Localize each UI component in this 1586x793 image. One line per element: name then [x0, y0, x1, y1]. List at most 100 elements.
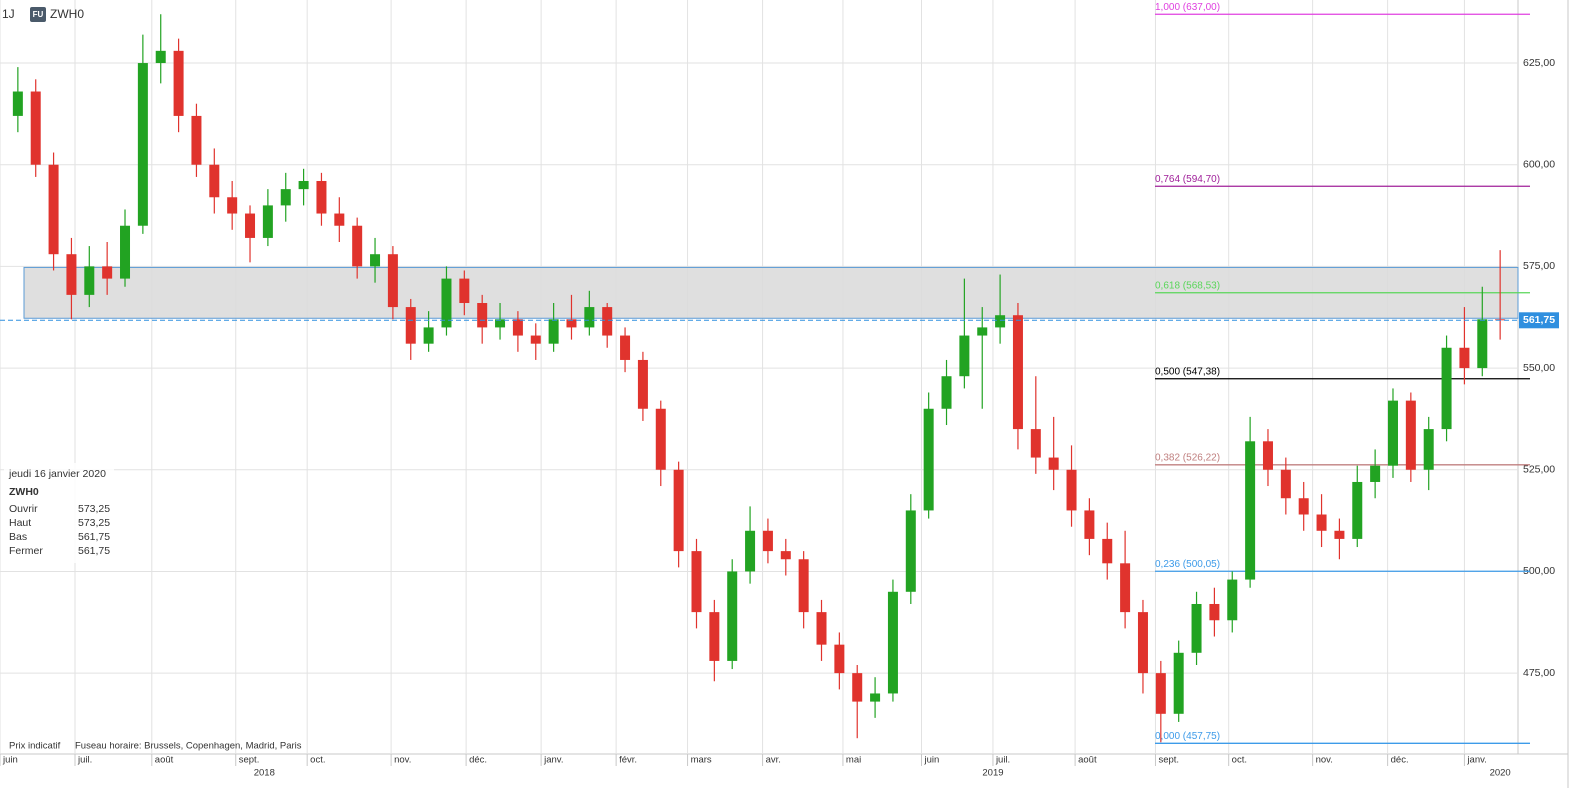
- candle-body: [566, 319, 577, 328]
- candle-body: [280, 189, 291, 206]
- candle-body: [887, 591, 898, 694]
- candle-body: [816, 612, 827, 645]
- x-tick-label: sept.: [1158, 755, 1179, 766]
- candle-body: [209, 164, 220, 198]
- candle-body: [316, 180, 327, 214]
- badge: FU: [33, 10, 44, 19]
- candle-body: [1066, 469, 1077, 511]
- candle-body: [941, 376, 952, 409]
- candle-body: [1298, 498, 1309, 515]
- y-tick-label: 575,00: [1523, 260, 1555, 272]
- x-tick-label: juil.: [995, 755, 1010, 766]
- candle-body: [620, 335, 631, 360]
- candle-body: [530, 335, 541, 344]
- x-tick-label: août: [1078, 755, 1097, 766]
- fib-label: 0,000 (457,75): [1155, 731, 1220, 742]
- candle-body: [1048, 457, 1059, 470]
- candle-body: [512, 319, 523, 336]
- candle-body: [1495, 319, 1506, 321]
- candle-body: [745, 530, 756, 572]
- candle-body: [12, 91, 23, 116]
- candle-body: [852, 673, 863, 702]
- candle-body: [834, 644, 845, 674]
- candle-body: [1137, 612, 1148, 674]
- grid: [0, 0, 1518, 754]
- candle-body: [370, 254, 381, 267]
- candle-body: [1316, 514, 1327, 531]
- candle-body: [120, 225, 131, 279]
- candle-body: [66, 254, 77, 295]
- x-tick-label: janv.: [543, 755, 563, 766]
- candle-body: [870, 693, 881, 702]
- candle-body: [1441, 347, 1452, 430]
- candle-body: [1405, 400, 1416, 470]
- candle-body: [334, 213, 345, 226]
- candle-body: [102, 266, 113, 279]
- fib-label: 0,764 (594,70): [1155, 174, 1220, 185]
- x-tick-label: juin: [2, 755, 18, 766]
- candle-body: [584, 307, 595, 328]
- candle-body: [30, 91, 41, 165]
- candle-body: [1191, 603, 1202, 653]
- candle-body: [298, 180, 309, 190]
- fib-label: 0,382 (526,22): [1155, 452, 1220, 463]
- footer-note: Prix indicatif: [9, 741, 61, 752]
- candle-body: [1173, 652, 1184, 714]
- candle-body: [798, 559, 809, 613]
- x-tick-label: août: [155, 755, 174, 766]
- candle-body: [227, 197, 238, 214]
- candle-body: [655, 408, 666, 470]
- candle-body: [191, 115, 202, 165]
- x-tick-label: janv.: [1466, 755, 1486, 766]
- candle-body: [352, 225, 363, 267]
- candle-body: [1245, 441, 1256, 580]
- x-tick-label: févr.: [619, 755, 637, 766]
- x-tick-label: nov.: [394, 755, 411, 766]
- candle-body: [1459, 347, 1470, 369]
- candle-body: [1084, 510, 1095, 539]
- badge-bg: [30, 7, 46, 22]
- candle-body: [709, 612, 720, 661]
- candle-body: [48, 164, 59, 255]
- symbol: ZWH0: [50, 7, 84, 21]
- info-value: 561,75: [78, 545, 110, 557]
- candle-body: [137, 63, 148, 226]
- candle-body: [905, 510, 916, 592]
- candle-body: [1012, 315, 1023, 430]
- candle-body: [84, 266, 95, 295]
- candle-body: [405, 307, 416, 344]
- candle-body: [245, 213, 256, 238]
- candle-body: [441, 278, 452, 328]
- candle-body: [995, 315, 1006, 328]
- interval: 1J: [2, 7, 15, 21]
- candle-body: [1209, 603, 1220, 621]
- x-tick-label: avr.: [766, 755, 781, 766]
- last-price-label: 561,75: [1523, 314, 1555, 326]
- x-tick-label: juin: [924, 755, 940, 766]
- info-value: 573,25: [78, 503, 110, 515]
- info-date: jeudi 16 janvier 2020: [8, 468, 106, 480]
- candle-body: [262, 205, 273, 238]
- y-tick-label: 550,00: [1523, 362, 1555, 374]
- candle-body: [423, 327, 434, 344]
- x-tick-label: déc.: [469, 755, 487, 766]
- candle-body: [1030, 429, 1041, 458]
- candle-body: [977, 327, 988, 336]
- x-tick-label: oct.: [310, 755, 325, 766]
- candle-body: [1387, 400, 1398, 466]
- info-label: Ouvrir: [9, 503, 38, 515]
- candle-body: [602, 307, 613, 336]
- y-tick-label: 525,00: [1523, 464, 1555, 476]
- candle-body: [691, 551, 702, 613]
- y-tick-label: 600,00: [1523, 159, 1555, 171]
- footer-timezone: Fuseau horaire: Brussels, Copenhagen, Ma…: [75, 741, 302, 752]
- candle-body: [155, 50, 166, 64]
- year-label: 2019: [982, 768, 1003, 779]
- fib-label: 1,000 (637,00): [1155, 2, 1220, 13]
- candle-body: [1120, 563, 1131, 613]
- year-label: 2020: [1490, 768, 1511, 779]
- year-label: 2018: [254, 768, 275, 779]
- candle-body: [1370, 465, 1381, 482]
